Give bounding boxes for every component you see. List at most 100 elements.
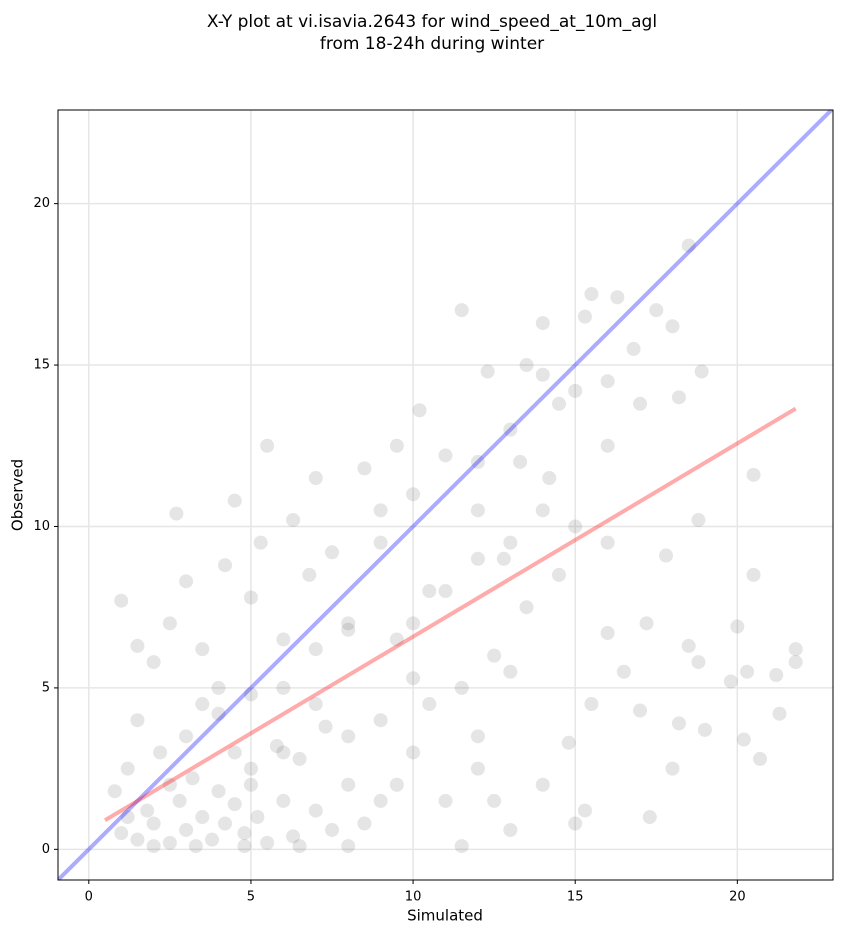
- point: [243, 761, 258, 776]
- point: [503, 535, 518, 550]
- y-tick-label: 20: [33, 196, 50, 211]
- point: [535, 367, 550, 382]
- point: [325, 822, 340, 837]
- point: [286, 829, 301, 844]
- x-tick-label: 10: [405, 890, 422, 905]
- point: [438, 448, 453, 463]
- point: [211, 706, 226, 721]
- point: [341, 777, 356, 792]
- point: [373, 793, 388, 808]
- point: [107, 784, 122, 799]
- point: [389, 777, 404, 792]
- point: [503, 664, 518, 679]
- point: [195, 810, 210, 825]
- axes-frame: [57, 109, 834, 881]
- point: [577, 309, 592, 324]
- point: [211, 784, 226, 799]
- point: [584, 697, 599, 712]
- point: [130, 832, 145, 847]
- point: [470, 454, 485, 469]
- point: [723, 674, 738, 689]
- point: [269, 739, 284, 754]
- point: [276, 745, 291, 760]
- point: [513, 454, 528, 469]
- point: [169, 506, 184, 521]
- point: [496, 551, 511, 566]
- point: [568, 519, 583, 534]
- point: [753, 751, 768, 766]
- point: [341, 729, 356, 744]
- point: [694, 364, 709, 379]
- point: [260, 835, 275, 850]
- point: [302, 567, 317, 582]
- point: [470, 503, 485, 518]
- reference-line: [103, 406, 797, 822]
- point: [308, 803, 323, 818]
- point: [195, 642, 210, 657]
- point: [260, 438, 275, 453]
- point: [600, 535, 615, 550]
- point: [600, 374, 615, 389]
- point: [162, 616, 177, 631]
- point: [600, 438, 615, 453]
- point: [470, 551, 485, 566]
- point: [681, 638, 696, 653]
- point: [519, 600, 534, 615]
- point: [730, 619, 745, 634]
- point: [318, 719, 333, 734]
- plot-area: [58, 110, 833, 880]
- point: [422, 584, 437, 599]
- y-tick-label: 0: [42, 842, 50, 857]
- point: [227, 745, 242, 760]
- point: [341, 622, 356, 637]
- point: [389, 632, 404, 647]
- point: [568, 383, 583, 398]
- point: [412, 403, 427, 418]
- point: [357, 816, 372, 831]
- point: [130, 638, 145, 653]
- point: [665, 761, 680, 776]
- point: [357, 461, 372, 476]
- x-tick-label: 20: [729, 890, 746, 905]
- point: [292, 839, 307, 854]
- point: [568, 816, 583, 831]
- point: [788, 642, 803, 657]
- point: [276, 632, 291, 647]
- point: [633, 396, 648, 411]
- point: [746, 467, 761, 482]
- point: [584, 287, 599, 302]
- point: [649, 303, 664, 318]
- chart-title: from 18-24h during winter: [320, 34, 544, 54]
- point: [146, 816, 161, 831]
- point: [130, 713, 145, 728]
- point: [454, 680, 469, 695]
- point: [639, 616, 654, 631]
- point: [237, 826, 252, 841]
- point: [561, 735, 576, 750]
- point: [217, 558, 232, 573]
- point: [480, 364, 495, 379]
- x-axis-label: Simulated: [407, 907, 483, 925]
- point: [542, 471, 557, 486]
- point: [253, 535, 268, 550]
- point: [179, 729, 194, 744]
- point: [406, 487, 421, 502]
- point: [691, 655, 706, 670]
- x-tick-label: 5: [247, 890, 255, 905]
- point: [665, 319, 680, 334]
- point: [341, 616, 356, 631]
- point: [422, 697, 437, 712]
- point: [746, 567, 761, 582]
- point: [162, 835, 177, 850]
- point: [772, 706, 787, 721]
- y-tick-label: 5: [42, 680, 50, 695]
- point: [406, 745, 421, 760]
- point: [470, 761, 485, 776]
- point: [250, 810, 265, 825]
- point: [292, 751, 307, 766]
- point: [519, 358, 534, 373]
- point: [551, 396, 566, 411]
- y-tick-label: 10: [33, 519, 50, 534]
- point: [286, 513, 301, 528]
- point: [697, 722, 712, 737]
